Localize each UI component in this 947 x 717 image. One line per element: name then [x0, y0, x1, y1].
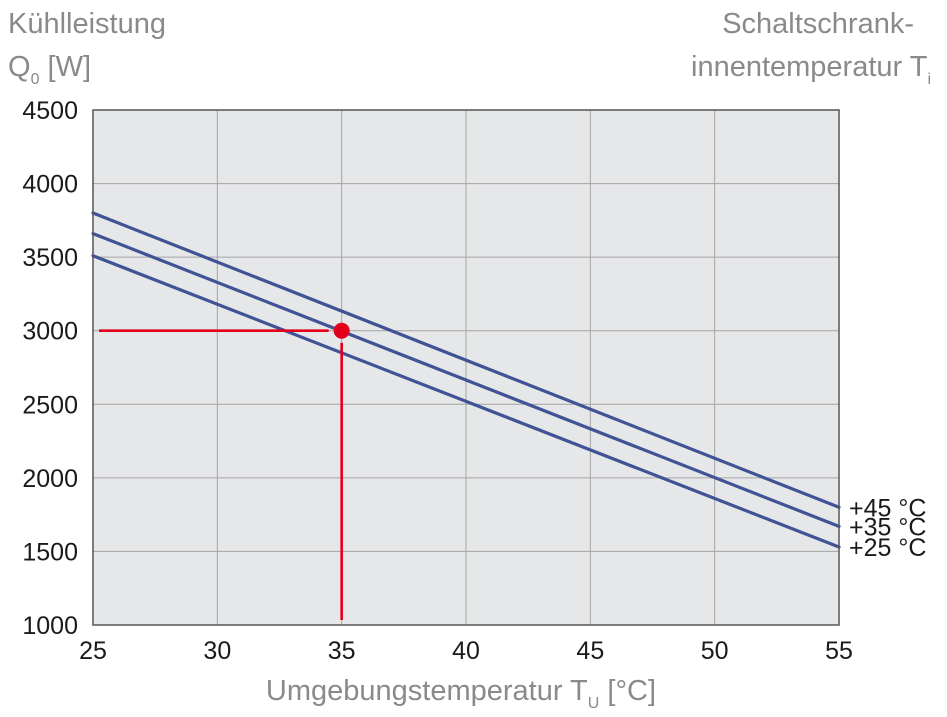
- operating-point: [99, 322, 350, 620]
- x-tick-label-30: 30: [203, 637, 231, 665]
- y-axis-title-line2: Q0 [W]: [8, 51, 91, 88]
- y-axis-title: Kühlleistung Q0 [W]: [8, 8, 166, 88]
- series-lines: [91, 211, 841, 549]
- legend-title-line2: innentemperatur Ti: [691, 51, 931, 88]
- legend-title: Schaltschrank- innentemperatur Ti: [691, 8, 931, 88]
- x-tick-label-55: 55: [825, 637, 853, 665]
- marker-point: [333, 322, 350, 339]
- x-axis-title-main: Umgebungstemperatur T: [266, 675, 588, 707]
- series-label-25-C: +25 °C: [849, 534, 926, 562]
- y-axis-unit: [W]: [39, 51, 91, 83]
- y-axis-title-line1: Kühlleistung: [8, 8, 166, 40]
- legend-title-line1: Schaltschrank-: [722, 8, 914, 40]
- y-tick-label-1000: 1000: [22, 612, 78, 640]
- y-tick-label-2500: 2500: [22, 391, 78, 419]
- y-tick-label-4000: 4000: [22, 171, 78, 199]
- x-axis-title-unit: [°C]: [599, 675, 656, 707]
- series-line-25-C: [91, 254, 841, 549]
- y-tick-labels: 1000 1500 2000 2500 3000 3500 4000 4500: [22, 97, 78, 640]
- x-axis-title-subscript: U: [588, 695, 600, 712]
- x-tick-label-40: 40: [452, 637, 480, 665]
- x-tick-label-25: 25: [79, 637, 107, 665]
- y-axis-symbol-subscript: 0: [31, 71, 40, 88]
- y-tick-label-1500: 1500: [22, 538, 78, 566]
- legend-title-subscript: i: [927, 71, 931, 88]
- plot-frame: [92, 109, 840, 626]
- y-tick-label-2000: 2000: [22, 465, 78, 493]
- x-tick-label-45: 45: [576, 637, 604, 665]
- series-line-45-C: [91, 211, 841, 509]
- x-axis-title: Umgebungstemperatur TU [°C]: [266, 675, 656, 712]
- y-tick-label-3500: 3500: [22, 244, 78, 272]
- y-tick-label-3000: 3000: [22, 318, 78, 346]
- series-label-35-C: +35 °C: [849, 513, 926, 541]
- x-tick-labels: 25 30 35 40 45 50 55: [79, 637, 853, 665]
- y-axis-symbol: Q: [8, 51, 31, 83]
- legend-title-main: innentemperatur T: [691, 51, 928, 83]
- x-tick-label-35: 35: [328, 637, 356, 665]
- legend: +45 °C+35 °C+25 °C: [849, 494, 926, 562]
- x-tick-label-50: 50: [701, 637, 729, 665]
- series-line-35-C: [91, 232, 841, 529]
- series-label-45-C: +45 °C: [849, 494, 926, 522]
- y-tick-label-4500: 4500: [22, 97, 78, 125]
